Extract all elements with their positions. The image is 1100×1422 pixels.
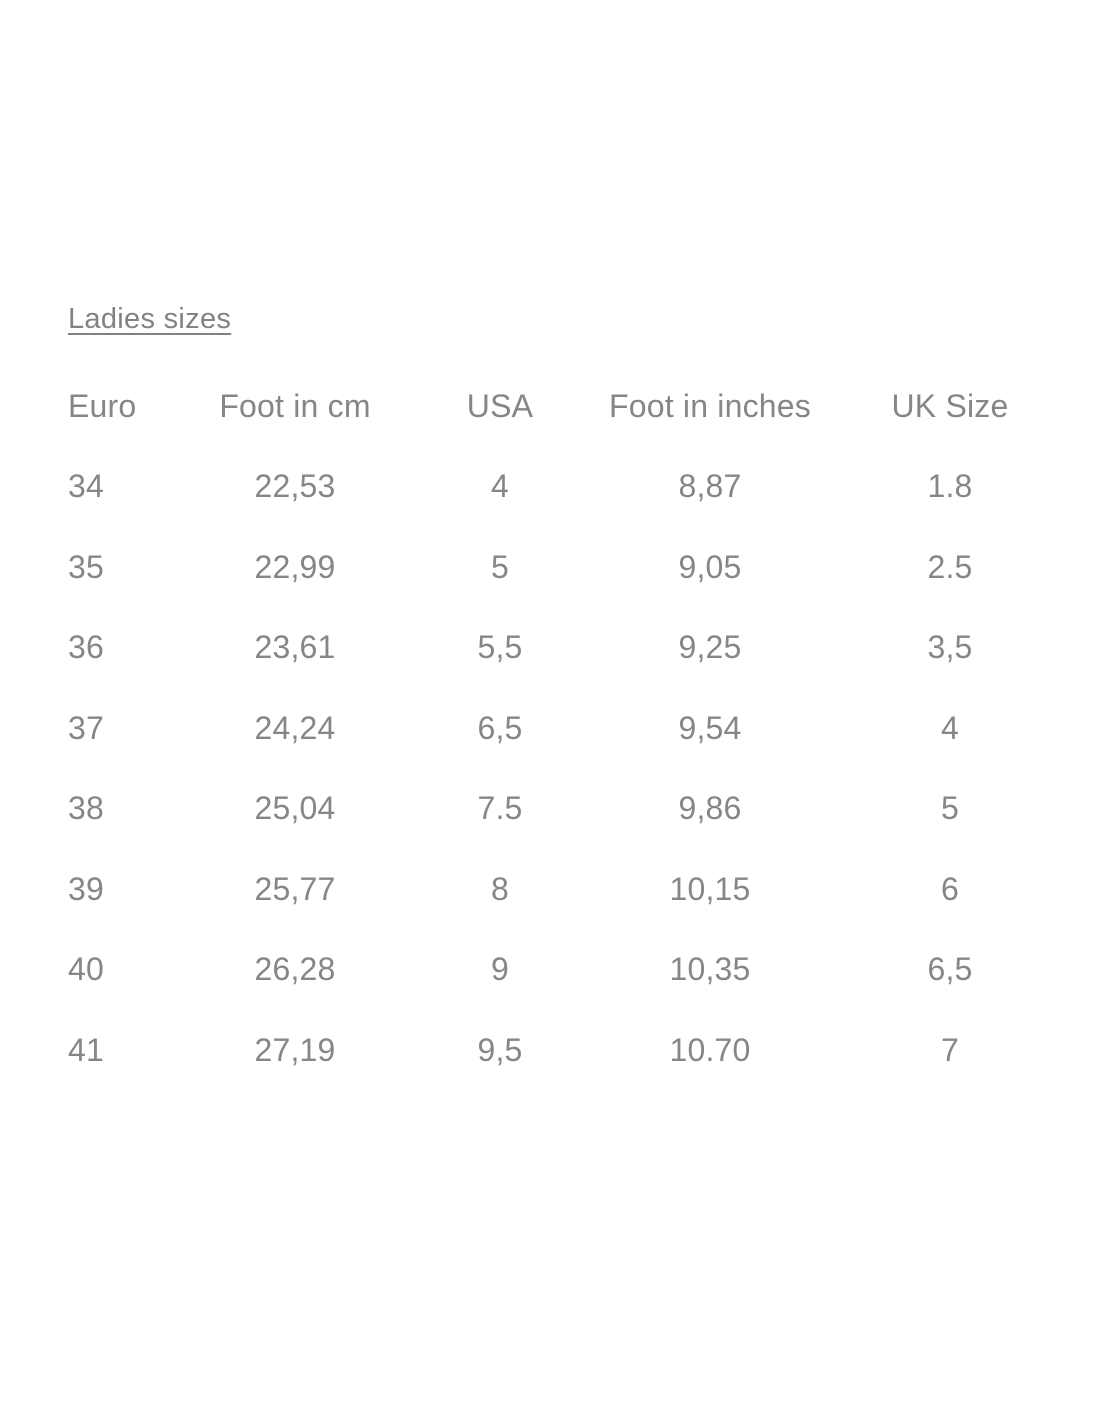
table-cell-usa: 9: [491, 951, 509, 988]
ladies-size-table: Euro Foot in cm USA Foot in inches UK Si…: [68, 366, 1100, 1091]
table-cell-euro: 37: [68, 709, 104, 746]
table-cell-usa: 9,5: [477, 1031, 523, 1068]
column-header-usa: USA: [466, 387, 534, 424]
table-cell-inches: 10,15: [669, 870, 751, 907]
table-cell-euro: 39: [68, 870, 104, 907]
table-cell-inches: 8,87: [678, 468, 742, 505]
table-cell-usa: 5: [491, 548, 509, 585]
table-cell-euro: 34: [68, 468, 104, 505]
column-header-foot-in-inches: Foot in inches: [608, 387, 812, 424]
table-cell-cm: 25,77: [254, 870, 336, 907]
table-cell-uk: 6: [941, 870, 959, 907]
table-cell-cm: 23,61: [254, 629, 336, 666]
table-cell-uk: 2.5: [927, 548, 973, 585]
table-cell-cm: 26,28: [254, 951, 336, 988]
table-cell-inches: 10.70: [669, 1031, 751, 1068]
column-header-uk-size: UK Size: [891, 387, 1009, 424]
table-cell-usa: 7.5: [477, 790, 523, 827]
table-cell-cm: 27,19: [254, 1031, 336, 1068]
table-cell-cm: 22,53: [254, 468, 336, 505]
table-cell-inches: 9,05: [678, 548, 742, 585]
table-cell-uk: 1.8: [927, 468, 973, 505]
table-cell-inches: 9,54: [678, 709, 742, 746]
column-header-euro: Euro: [68, 387, 137, 424]
table-cell-inches: 9,86: [678, 790, 742, 827]
table-cell-cm: 25,04: [254, 790, 336, 827]
table-cell-inches: 10,35: [669, 951, 751, 988]
table-cell-uk: 4: [941, 709, 959, 746]
table-cell-euro: 40: [68, 951, 104, 988]
table-cell-usa: 8: [491, 870, 509, 907]
table-cell-usa: 6,5: [477, 709, 523, 746]
table-cell-euro: 38: [68, 790, 104, 827]
table-cell-uk: 7: [941, 1031, 959, 1068]
section-title: Ladies sizes: [68, 303, 232, 335]
table-cell-euro: 36: [68, 629, 104, 666]
table-cell-usa: 5,5: [477, 629, 523, 666]
table-cell-cm: 22,99: [254, 548, 336, 585]
table-cell-uk: 5: [941, 790, 959, 827]
table-cell-inches: 9,25: [678, 629, 742, 666]
size-chart-page: Ladies sizes Euro Foot in cm USA Foot in…: [68, 303, 1100, 1091]
table-cell-euro: 35: [68, 548, 104, 585]
column-header-foot-in-cm: Foot in cm: [219, 387, 371, 424]
table-cell-usa: 4: [491, 468, 509, 505]
table-cell-cm: 24,24: [254, 709, 336, 746]
table-cell-euro: 41: [68, 1031, 104, 1068]
table-cell-uk: 3,5: [927, 629, 973, 666]
table-cell-uk: 6,5: [927, 951, 973, 988]
